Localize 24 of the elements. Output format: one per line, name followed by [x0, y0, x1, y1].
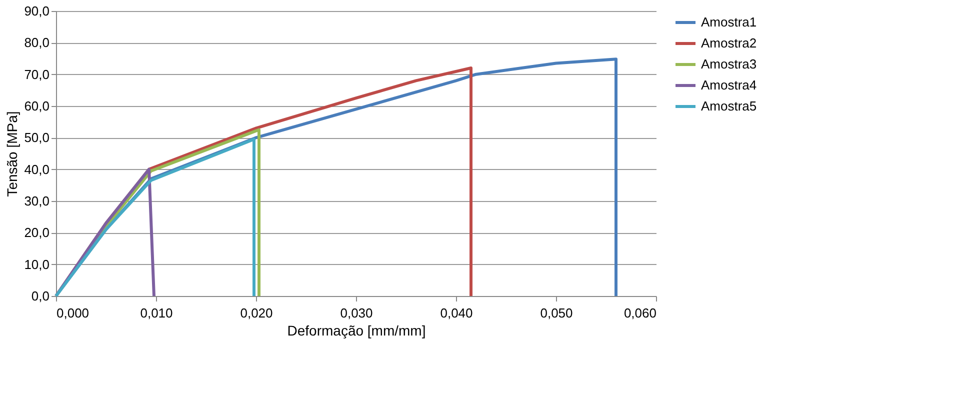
- y-tick-label: 60,0: [24, 98, 50, 114]
- x-axis-title: Deformação [mm/mm]: [287, 322, 426, 338]
- y-tick-label: 90,0: [24, 4, 50, 18]
- y-tick-label: 40,0: [24, 162, 50, 177]
- y-tick-label: 30,0: [24, 194, 50, 208]
- legend-label: Amostra5: [701, 98, 757, 114]
- y-tick-label: 50,0: [24, 130, 50, 146]
- x-tick-label: 0,040: [440, 306, 473, 320]
- legend-label: Amostra2: [701, 36, 757, 50]
- x-tick-label: 0,010: [140, 306, 173, 320]
- x-tick-label: 0,020: [240, 306, 273, 320]
- x-tick-label: 0,000: [56, 306, 90, 320]
- x-tick-label: 0,030: [340, 306, 373, 320]
- y-axis-title: Tensão [MPa]: [4, 111, 20, 197]
- legend-label: Amostra4: [701, 78, 757, 92]
- y-tick-label: 10,0: [24, 256, 50, 272]
- y-tick-label: 20,0: [24, 225, 50, 240]
- y-tick-label: 0,0: [31, 288, 50, 304]
- y-tick-label: 70,0: [24, 66, 50, 82]
- x-tick-label: 0,060: [624, 306, 656, 320]
- x-tick-label: 0,050: [540, 306, 573, 320]
- legend-label: Amostra1: [701, 14, 757, 30]
- y-tick-label: 80,0: [24, 35, 50, 50]
- legend-label: Amostra3: [701, 56, 757, 72]
